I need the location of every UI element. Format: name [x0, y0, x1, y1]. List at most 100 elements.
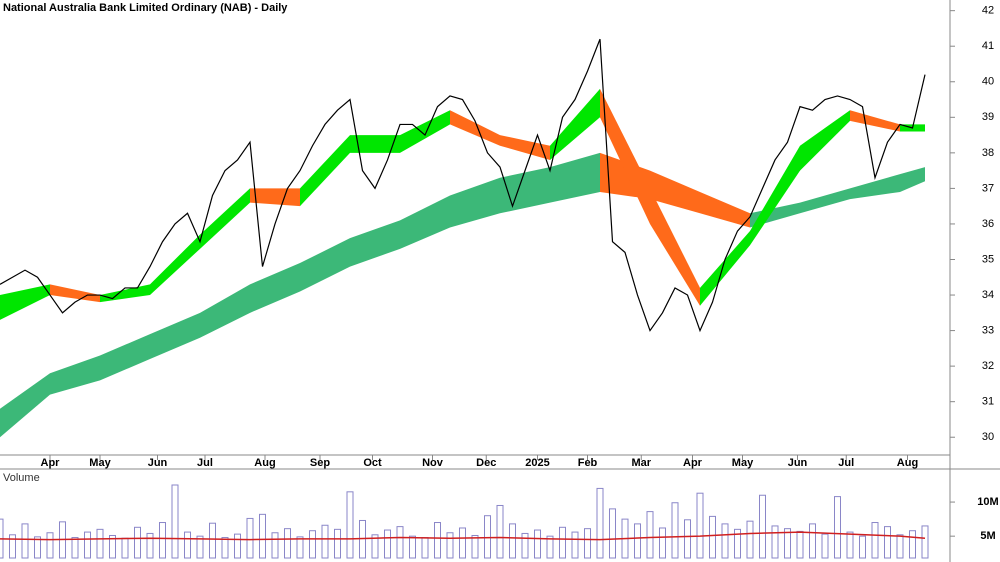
band-segment — [0, 373, 50, 438]
volume-bar — [184, 531, 191, 559]
y-tick-label: 36 — [982, 218, 994, 230]
volume-bar — [409, 535, 416, 559]
volume-bar — [721, 523, 729, 559]
band-segment — [150, 312, 200, 360]
band-segment — [650, 188, 700, 306]
volume-bar — [171, 484, 179, 559]
y-tick-label: 41 — [982, 40, 994, 52]
volume-bar — [534, 529, 541, 559]
band-segment — [200, 188, 250, 249]
volume-bar — [296, 536, 304, 559]
volume-bar — [546, 535, 554, 559]
volume-bar — [496, 504, 504, 559]
volume-bar — [196, 535, 204, 559]
volume-bar — [871, 522, 879, 559]
band-segment — [850, 110, 900, 132]
volume-bar — [84, 531, 91, 559]
volume-bar — [396, 526, 404, 559]
volume-bar — [146, 532, 154, 559]
y-tick-label: 40 — [982, 76, 994, 88]
volume-bar — [384, 529, 391, 559]
volume-bar — [221, 537, 229, 559]
band-segment — [350, 135, 400, 153]
volume-bar — [709, 515, 716, 559]
volume-bar — [859, 535, 866, 559]
volume-bar — [884, 526, 891, 559]
volume-bar — [471, 534, 479, 559]
band-segment — [750, 145, 800, 246]
band-segment — [250, 263, 300, 313]
band-segment — [700, 191, 750, 228]
volume-bar — [671, 502, 679, 559]
volume-bar — [96, 528, 104, 559]
band-segment — [450, 177, 500, 228]
x-tick-label: Mar — [631, 457, 651, 469]
volume-bar — [71, 537, 79, 559]
volume-bar — [9, 534, 16, 559]
band-segment — [500, 135, 550, 160]
volume-bar — [921, 525, 929, 559]
band-segment — [400, 195, 450, 249]
volume-bar — [21, 523, 29, 559]
band-segment — [150, 234, 200, 296]
x-tick-label: Nov — [422, 457, 444, 469]
x-tick-label: Feb — [578, 457, 598, 469]
volume-bar — [796, 530, 804, 559]
band-segment — [550, 152, 600, 203]
band-segment — [0, 284, 50, 320]
volume-bar — [909, 530, 916, 559]
volume-bar — [771, 525, 779, 559]
volume-bar — [346, 491, 354, 559]
volume-bar — [46, 532, 54, 559]
volume-bar — [246, 517, 254, 559]
x-tick-label: Dec — [476, 457, 496, 469]
volume-bar — [559, 526, 566, 559]
volume-bar — [371, 534, 379, 559]
volume-bar — [584, 528, 591, 559]
band-segment — [600, 88, 650, 224]
volume-bar — [259, 513, 266, 559]
band-segment — [550, 88, 600, 160]
x-tick-label: Jul — [838, 457, 854, 469]
chart-title: National Australia Bank Limited Ordinary… — [3, 2, 288, 14]
volume-bar — [209, 522, 216, 559]
volume-bar — [571, 531, 579, 559]
y-tick-label: 33 — [982, 324, 994, 336]
band-segment — [250, 188, 300, 207]
x-tick-label: Sep — [310, 457, 330, 469]
x-tick-label: Aug — [254, 457, 275, 469]
x-tick-label: Jul — [197, 457, 213, 469]
y-tick-label: 38 — [982, 147, 994, 159]
volume-bar — [459, 527, 466, 559]
volume-bar — [134, 526, 141, 559]
price-line — [0, 38, 926, 333]
band-segment — [300, 238, 350, 292]
y-tick-label: 31 — [982, 396, 994, 408]
volume-bar — [521, 532, 529, 559]
band-segment — [400, 110, 450, 153]
volume-bar — [684, 519, 691, 559]
volume-bar — [321, 524, 329, 559]
y-tick-label: 30 — [982, 431, 994, 443]
volume-bar — [759, 494, 766, 559]
volume-bar — [696, 492, 704, 559]
band-segment — [350, 220, 400, 267]
band-segment — [200, 284, 250, 338]
volume-bar — [821, 533, 829, 559]
y-tick-label: 35 — [982, 253, 994, 265]
volume-bar — [834, 496, 841, 559]
volume-bar — [746, 520, 754, 559]
volume-bar — [121, 537, 129, 559]
volume-bar — [434, 522, 441, 559]
band-segment — [50, 355, 100, 395]
y-tick-label: 5M — [980, 530, 995, 542]
x-tick-label: May — [732, 457, 754, 469]
band-segment — [900, 167, 925, 192]
volume-bar — [284, 528, 291, 559]
volume-bar — [784, 528, 791, 559]
band-segment — [650, 170, 700, 214]
x-tick-label: May — [89, 457, 111, 469]
volume-bar — [309, 530, 316, 559]
y-tick-label: 39 — [982, 111, 994, 123]
